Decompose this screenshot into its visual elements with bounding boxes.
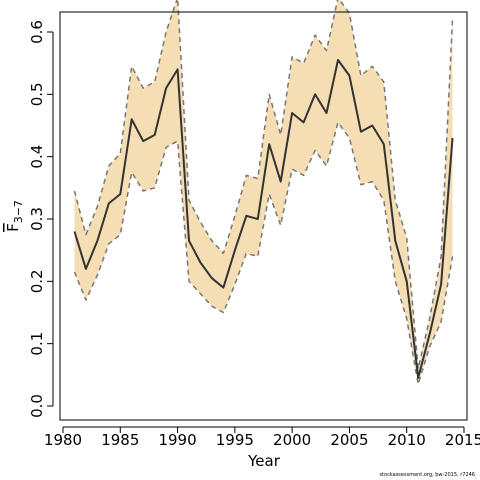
y-tick-label: 0.6 xyxy=(28,20,46,44)
x-tick-label: 1990 xyxy=(158,431,196,449)
estimate-line xyxy=(73,59,454,379)
y-tick-label: 0.4 xyxy=(28,145,46,169)
x-tick-label: 2010 xyxy=(388,431,426,449)
x-tick-label: 1980 xyxy=(44,431,82,449)
y-tick-label: 0.2 xyxy=(28,269,46,293)
x-tick-label: 2015 xyxy=(445,431,480,449)
y-axis-title-subscript: 3−7 xyxy=(12,200,25,223)
footer-credit: stockassessment.org, bw-2015, r7246 xyxy=(379,472,475,478)
x-tick-label: 1985 xyxy=(101,431,139,449)
x-tick-label: 2000 xyxy=(273,431,311,449)
x-tick-label: 2005 xyxy=(330,431,368,449)
y-tick-label: 0.1 xyxy=(28,332,46,356)
confidence-band xyxy=(74,0,453,385)
y-axis-title-main: F xyxy=(4,223,22,232)
svg-text:F3−7: F3−7 xyxy=(4,200,25,232)
plot-area xyxy=(73,0,454,385)
y-tick-label: 0.3 xyxy=(28,207,46,231)
x-tick-label: 1995 xyxy=(216,431,254,449)
upper-bound-line xyxy=(73,0,454,370)
lower-bound-line xyxy=(73,121,454,385)
y-axis-title: F3−7 xyxy=(4,200,25,232)
y-tick-label: 0.0 xyxy=(28,394,46,418)
y-tick-label: 0.5 xyxy=(28,82,46,106)
x-axis-title: Year xyxy=(247,452,281,470)
y-axis: 0.0 0.1 0.2 0.3 0.4 0.5 0.6 xyxy=(28,20,54,418)
x-axis: 1980 1985 1990 1995 2000 2005 2010 2015 xyxy=(44,426,480,449)
plot-frame xyxy=(59,11,468,421)
